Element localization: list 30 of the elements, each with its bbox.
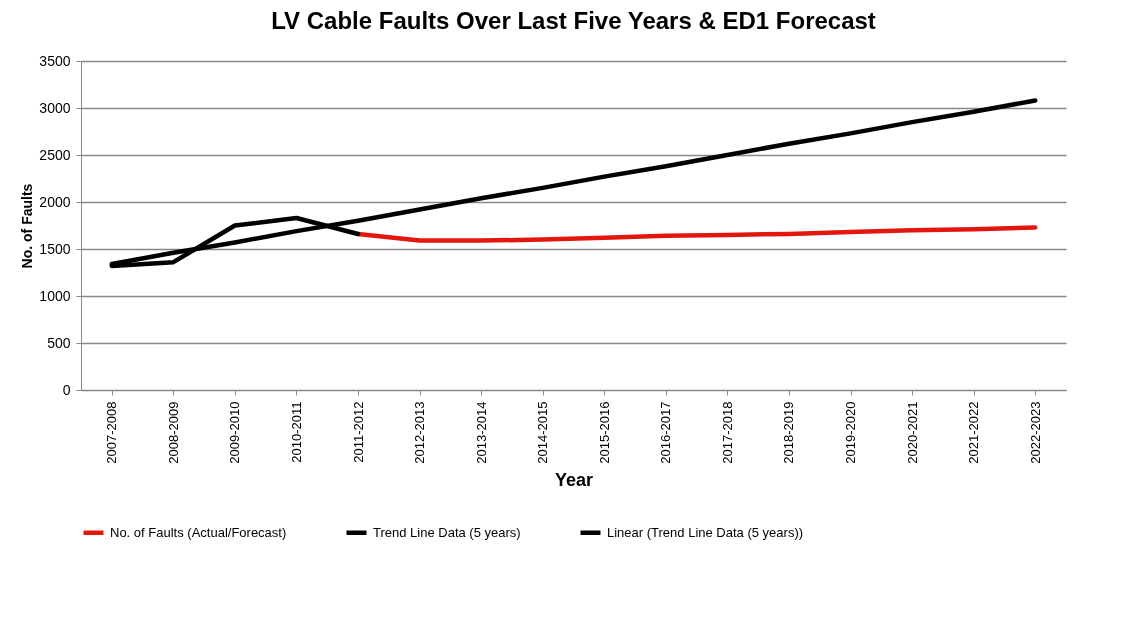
x-tick-label: 2018-2019 — [781, 401, 797, 464]
y-tick-label: 1500 — [39, 240, 71, 257]
legend-label: No. of Faults (Actual/Forecast) — [110, 524, 287, 540]
x-tick-label: 2007-2008 — [104, 401, 120, 464]
y-tick-label: 0 — [62, 381, 71, 398]
y-tick-label: 500 — [47, 334, 71, 351]
x-tick-label: 2008-2009 — [165, 401, 181, 464]
x-tick-label: 2012-2013 — [412, 401, 428, 464]
x-tick-label: 2019-2020 — [843, 401, 859, 464]
legend-label: Trend Line Data (5 years) — [373, 524, 521, 540]
y-tick-label: 3000 — [39, 99, 71, 116]
x-tick-label: 2013-2014 — [473, 401, 489, 464]
x-tick-label: 2014-2015 — [535, 401, 551, 464]
x-tick-label: 2022-2023 — [1027, 401, 1043, 464]
x-tick-label: 2020-2021 — [904, 401, 920, 464]
x-tick-label: 2009-2010 — [227, 401, 243, 464]
x-tick-label: 2021-2022 — [966, 401, 982, 464]
x-tick-label: 2011-2012 — [350, 401, 366, 463]
y-tick-label: 3500 — [39, 52, 71, 69]
x-tick-label: 2016-2017 — [658, 401, 674, 464]
x-tick-label: 2017-2018 — [719, 401, 735, 464]
chart-title: LV Cable Faults Over Last Five Years & ED1 Forecast — [271, 7, 876, 34]
x-axis-title: Year — [554, 469, 594, 490]
y-tick-label: 2500 — [39, 146, 71, 163]
legend-label: Linear (Trend Line Data (5 years)) — [607, 524, 804, 540]
y-axis-title: No. of Faults — [19, 183, 36, 269]
x-tick-label: 2015-2016 — [596, 401, 612, 464]
y-tick-label: 1000 — [39, 287, 71, 304]
y-tick-label: 2000 — [39, 193, 71, 210]
x-tick-label: 2010-2011 — [288, 401, 304, 463]
